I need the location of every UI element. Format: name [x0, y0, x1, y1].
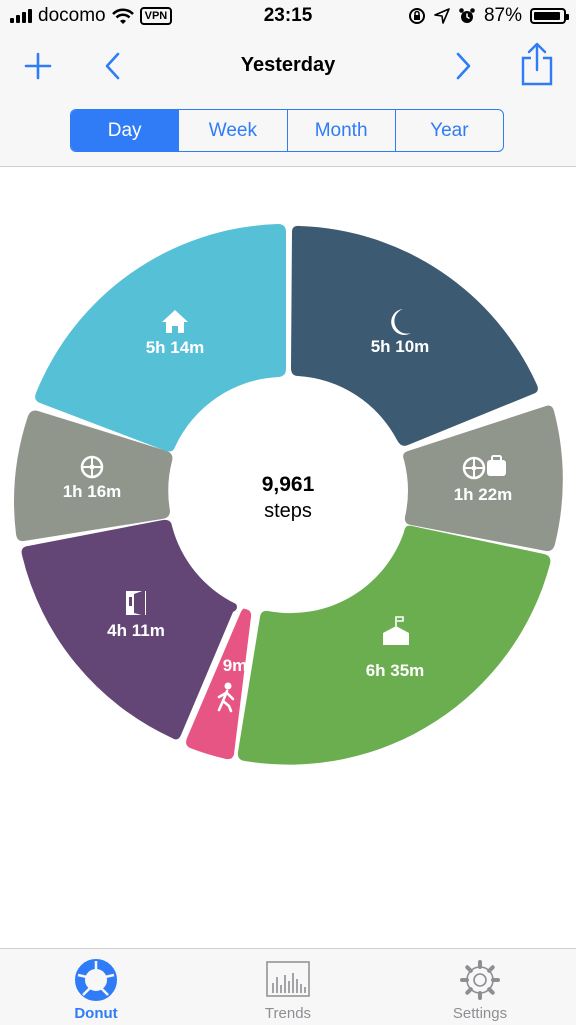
status-bar: docomo VPN 23:15 87% — [0, 0, 576, 32]
bar-chart-icon — [266, 961, 310, 997]
tab-donut-label: Donut — [74, 1005, 118, 1022]
commute-segment[interactable] — [403, 405, 563, 552]
steps-count: 9,961 — [262, 473, 315, 496]
steering-wheel-icon — [80, 455, 104, 479]
wifi-icon — [111, 8, 134, 24]
battery-percent: 87% — [483, 5, 522, 26]
segment-week[interactable]: Week — [178, 110, 286, 151]
tab-trends-label: Trends — [264, 1005, 312, 1022]
work-duration: 4h 11m — [107, 621, 165, 640]
donut-icon — [75, 959, 117, 1001]
tab-settings[interactable]: Settings — [384, 949, 576, 1025]
orientation-lock-icon — [408, 8, 425, 24]
page-title: Yesterday — [240, 54, 336, 76]
home-duration: 5h 14m — [146, 338, 205, 357]
alarm-icon — [459, 8, 475, 23]
segment-day[interactable]: Day — [71, 110, 179, 151]
segment-month[interactable]: Month — [286, 110, 395, 151]
status-time: 23:15 — [263, 5, 313, 26]
gear-icon — [460, 960, 500, 1000]
status-right: 87% — [408, 5, 569, 27]
home-icon — [162, 310, 188, 333]
segment-year[interactable]: Year — [394, 110, 503, 151]
walking-icon — [217, 682, 235, 713]
chevron-left-icon[interactable] — [104, 52, 122, 80]
donut-segments — [14, 224, 563, 765]
nav-bar: Yesterday Day Week Month Year — [0, 32, 576, 167]
commute-duration: 1h 22m — [454, 485, 513, 504]
school-duration: 6h 35m — [366, 661, 425, 680]
signal-icon — [10, 9, 32, 23]
school-icon — [383, 616, 409, 645]
chevron-right-icon[interactable] — [454, 52, 472, 80]
work-segment[interactable] — [21, 519, 237, 740]
walking-segment[interactable] — [186, 608, 252, 760]
sleep-segment[interactable] — [291, 225, 538, 446]
sleep-duration: 5h 10m — [371, 337, 430, 356]
location-icon — [434, 8, 450, 24]
walking-duration: 9m — [223, 656, 248, 675]
status-left: docomo VPN — [10, 5, 173, 27]
tab-donut[interactable]: Donut — [0, 949, 192, 1025]
tab-bar: Donut Trends Settings — [0, 948, 576, 1025]
tab-settings-label: Settings — [452, 1005, 508, 1022]
moon-icon — [391, 309, 411, 335]
car-luggage-icon — [462, 455, 506, 480]
period-segmented-control: Day Week Month Year — [70, 109, 504, 152]
battery-icon — [530, 8, 569, 24]
tab-trends[interactable]: Trends — [192, 949, 384, 1025]
door-icon — [126, 590, 146, 616]
drive-duration: 1h 16m — [63, 482, 122, 501]
school-segment[interactable] — [237, 525, 551, 765]
activity-donut: 5h 10m 1h 22m 6h 35m 9m 4h 11m 1h 16m 5h… — [14, 224, 563, 765]
plus-icon[interactable] — [24, 52, 52, 80]
carrier-name: docomo — [38, 5, 106, 26]
vpn-badge: VPN — [139, 7, 173, 25]
share-icon[interactable] — [520, 42, 554, 86]
home-segment[interactable] — [35, 224, 286, 452]
steps-unit: steps — [264, 500, 312, 522]
